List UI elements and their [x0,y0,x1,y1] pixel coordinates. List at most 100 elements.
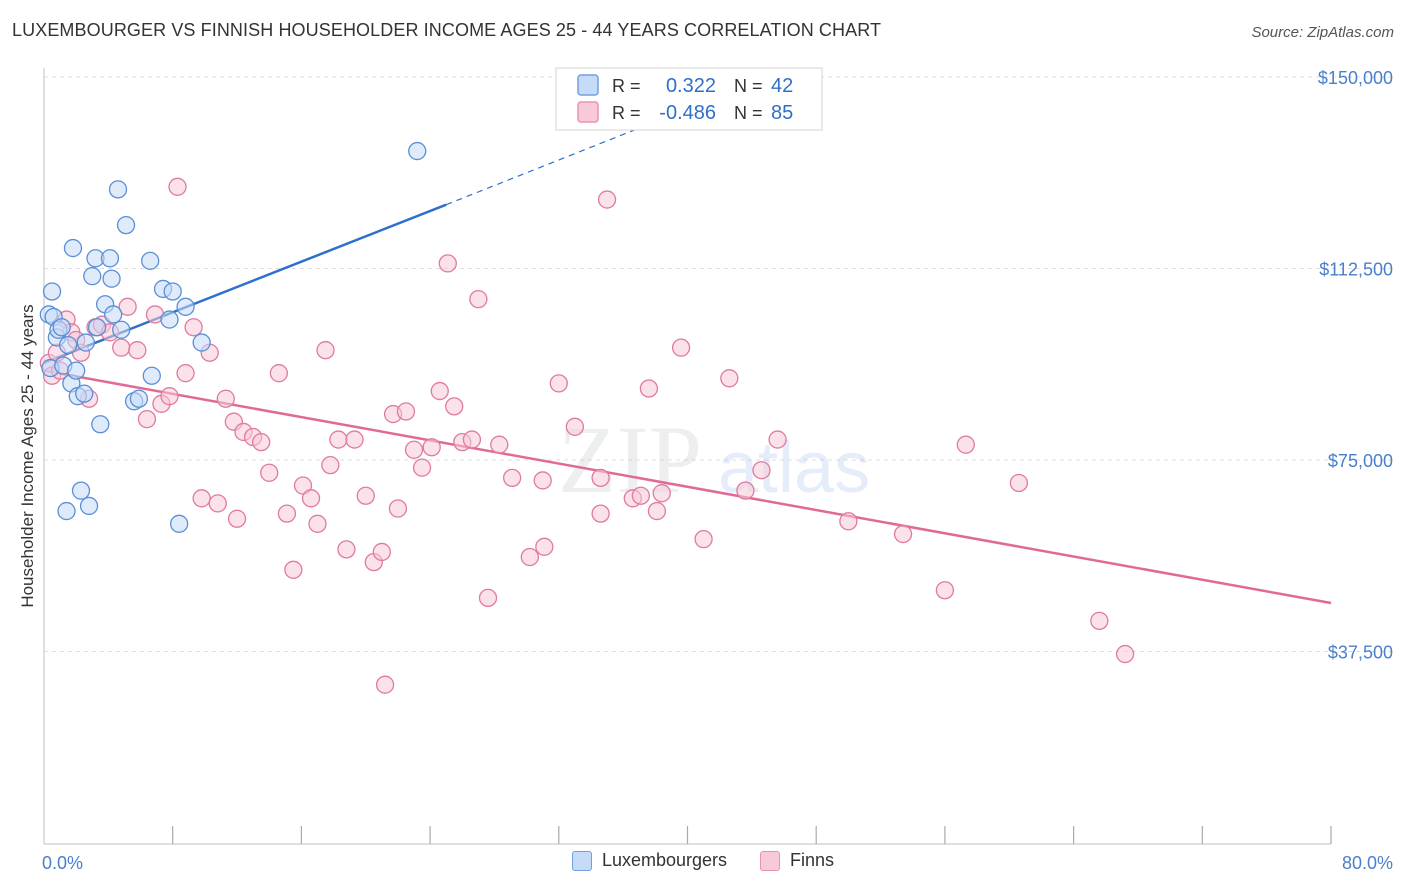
point-finns [438,254,457,273]
point-finns [935,581,955,600]
y-tick-label: $150,000 [1318,68,1393,88]
point-luxembourgers [108,180,128,199]
point-finns [445,397,464,416]
point-luxembourgers [79,496,99,516]
legend-swatch-1 [577,101,599,123]
legend-box [555,67,823,131]
point-luxembourgers [52,318,71,337]
point-luxembourgers [116,215,136,235]
point-finns [752,461,771,480]
point-luxembourgers [67,361,86,380]
legend-swatch-luxembourgers [571,850,592,871]
point-finns [1090,611,1109,631]
point-luxembourgers [87,318,107,337]
point-luxembourgers [91,415,110,434]
point-finns [549,374,568,393]
point-finns [956,435,975,454]
legend-label-luxembourgers: Luxembourgers [601,850,728,870]
point-luxembourgers [160,310,179,329]
legend-r-label: R = [612,76,641,96]
trend-lines [43,127,1332,605]
point-finns [502,468,522,488]
legend-n-value: 85 [771,102,793,124]
point-finns [533,471,552,490]
point-finns [184,318,203,337]
point-finns [422,438,441,457]
point-luxembourgers [63,238,83,258]
correlation-legend: R = 0.322 N = 42 R = -0.486 N = 85 [555,67,823,131]
point-finns [337,540,356,559]
legend-n-value: 42 [771,75,793,97]
point-finns [462,430,482,449]
point-luxembourgers [58,335,78,355]
point-finns [176,364,195,383]
point-luxembourgers [142,366,161,385]
point-finns [137,409,157,429]
trend-line-luxembourgers-extension [445,127,640,206]
point-finns [430,381,449,401]
point-finns [490,435,509,454]
point-finns [321,455,340,475]
point-luxembourgers [102,269,121,288]
legend-n-label: N = [734,76,763,96]
point-finns [160,387,179,406]
point-finns [1115,644,1135,664]
point-finns [591,504,610,523]
point-finns [520,547,539,567]
legend-r-label: R = [612,103,641,123]
point-finns [720,369,739,388]
point-finns [192,489,211,508]
point-finns [301,489,321,508]
point-finns [277,504,297,523]
trend-line-finns [43,369,1332,605]
point-luxembourgers [169,514,189,533]
point-luxembourgers [112,320,131,339]
legend-item-luxembourgers[interactable]: Luxembourgers [571,850,728,871]
point-luxembourgers [42,282,62,301]
point-finns [375,675,395,694]
point-finns [671,338,691,357]
point-finns [316,341,335,360]
point-finns [839,512,858,531]
point-finns [269,364,289,383]
y-tick-labels: $37,500 $75,000 $112,500 $150,000 [1318,68,1393,663]
point-finns [396,402,416,421]
legend-item-finns[interactable]: Finns [760,850,834,871]
legend-r-value: -0.486 [659,102,716,124]
point-finns [329,430,348,449]
point-finns [639,379,659,398]
point-luxembourgers [129,389,149,408]
point-luxembourgers [71,481,91,500]
y-tick-label: $37,500 [1328,643,1393,663]
point-finns [1009,473,1029,493]
point-finns [388,499,408,518]
point-finns [345,430,364,449]
legend-swatch-0 [577,74,599,96]
x-tick-label: 0.0% [42,853,83,873]
point-finns [112,338,131,357]
axes [43,68,1332,845]
point-finns [216,389,235,408]
watermark: ZIP atlas [558,406,870,513]
point-luxembourgers [57,501,76,521]
bottom-legend: Luxembourgers Finns [0,850,1406,876]
point-finns [768,430,787,449]
grid-lines [44,76,1395,652]
point-finns [478,588,498,608]
point-finns [535,537,554,556]
legend-n-label: N = [734,103,763,123]
legend-r-value: 0.322 [666,75,716,97]
point-finns [412,458,432,477]
source-label: Source: ZipAtlas.com [1251,24,1394,41]
point-finns [308,514,327,533]
point-luxembourgers [176,297,195,316]
point-luxembourgers [192,333,211,352]
point-finns [356,486,375,505]
chart-title: LUXEMBOURGER VS FINNISH HOUSEHOLDER INCO… [12,20,882,40]
y-axis-label: Householder Income Ages 25 - 44 years [18,304,37,607]
point-finns [893,524,913,544]
point-finns [372,542,391,562]
point-finns [591,468,610,488]
point-finns [565,417,585,436]
